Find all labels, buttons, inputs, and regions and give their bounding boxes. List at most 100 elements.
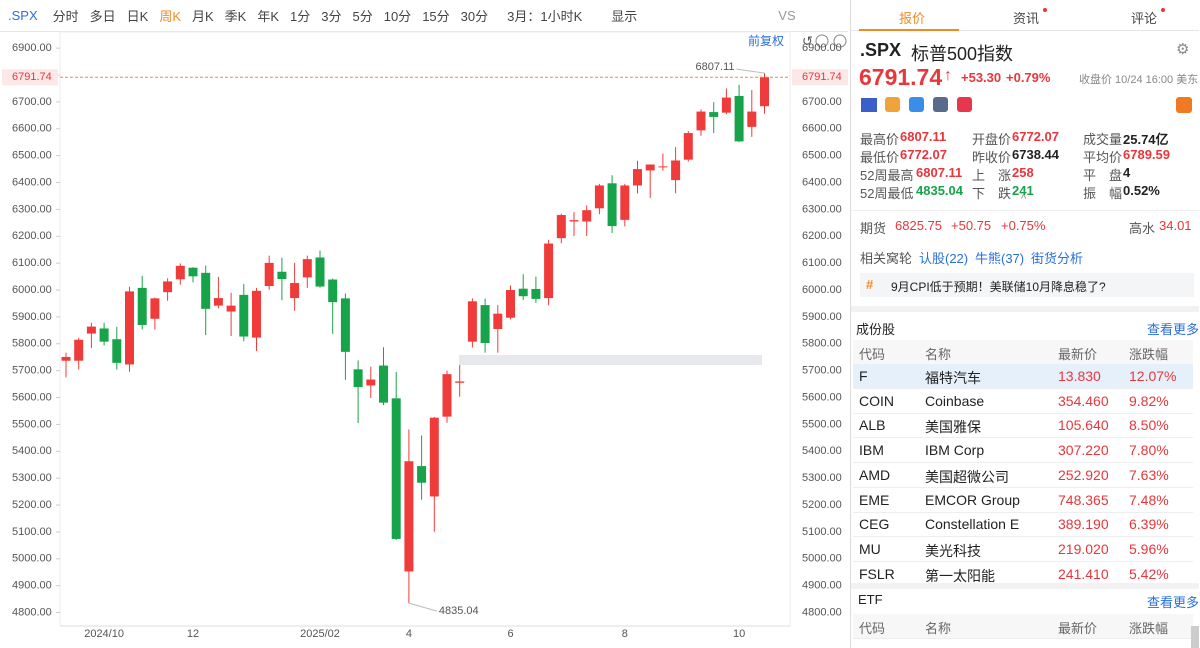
tab[interactable]: 评论 [1131, 8, 1166, 27]
warrant-link[interactable]: 认股(22) [919, 251, 969, 266]
candle-body [315, 257, 325, 287]
candle-body [61, 356, 71, 361]
period-button[interactable]: 季K [224, 9, 247, 24]
table-header: 代码 名称 最新价 涨跌幅 [853, 340, 1193, 365]
more-link[interactable]: 查看更多 [1147, 595, 1200, 610]
expand-icon[interactable]: ^ [1021, 193, 1027, 205]
icon[interactable] [933, 97, 948, 112]
divider [851, 210, 1199, 211]
y2-tick-label: 5300.00 [802, 472, 842, 484]
table-header: 代码 名称 最新价 涨跌幅 [853, 614, 1193, 639]
period-button[interactable]: 5分 [352, 9, 373, 24]
y2-tick-label: 6300.00 [802, 203, 842, 215]
y-tick-label: 5600.00 [12, 391, 52, 403]
stat-value: 6807.11 [900, 129, 947, 144]
reset-icon[interactable]: ↺ [802, 33, 813, 48]
table-row[interactable]: MU 美光科技 219.020 5.96% [853, 537, 1193, 562]
table-row[interactable]: IBM IBM Corp 307.220 7.80% [853, 438, 1193, 464]
stat-value: 241 [1012, 183, 1034, 198]
warrant-link[interactable]: 牛熊(37) [975, 251, 1025, 266]
period-button[interactable]: 30分 [460, 9, 489, 24]
y-tick-label: 5800.00 [12, 338, 52, 350]
table-row[interactable]: CEG Constellation E 389.190 6.39% [853, 512, 1193, 538]
cell: 第一太阳能 [925, 567, 995, 584]
icon[interactable] [957, 97, 972, 112]
icon[interactable] [909, 97, 924, 112]
candle-body [467, 301, 477, 342]
candle-body [493, 313, 503, 329]
candle-body [658, 166, 668, 168]
candle-body [506, 290, 515, 318]
y2-tick-label: 5200.00 [802, 499, 842, 511]
period-button[interactable]: 10分 [383, 9, 412, 24]
table-row[interactable]: COIN Coinbase 354.460 9.82% [853, 389, 1193, 414]
y2-tick-label: 4800.00 [802, 606, 842, 618]
table-row[interactable]: ALB 美国雅保 105.640 8.50% [853, 413, 1193, 439]
settings-icon[interactable]: ⚙ [1176, 41, 1190, 58]
header-cell: 名称 [925, 621, 952, 636]
candle-body [366, 379, 376, 386]
more-link[interactable]: 查看更多 [1147, 322, 1200, 337]
table-row[interactable]: AMD 美国超微公司 252.920 7.63% [853, 463, 1193, 488]
tab[interactable]: 资讯 [1013, 8, 1048, 27]
period-button[interactable]: 年K [257, 9, 280, 24]
low-annotation: 4835.04 [439, 605, 479, 617]
stat-label: 最高价 [860, 132, 900, 147]
cell: 748.365 [1058, 491, 1109, 508]
candle-body [277, 271, 287, 280]
candle-body [404, 461, 414, 572]
zoom-out-icon[interactable] [815, 34, 829, 48]
y-tick-label: 6300.00 [12, 203, 52, 215]
vs-button[interactable]: VS [778, 8, 796, 23]
warrant-link[interactable]: 街货分析 [1031, 251, 1084, 266]
y2-tick-label: 5700.00 [802, 365, 842, 377]
scrollbar[interactable] [1191, 626, 1199, 648]
y-tick-label: 6400.00 [12, 176, 52, 188]
change: +53.30 [961, 70, 1002, 85]
candle-body [379, 365, 388, 403]
table-row[interactable]: F 福特汽车 13.830 12.07% [853, 364, 1193, 389]
y-tick-label: 6700.00 [12, 96, 52, 108]
table-row[interactable]: EME EMCOR Group 748.365 7.48% [853, 488, 1193, 513]
tab[interactable]: 报价 [899, 11, 926, 26]
display-select[interactable]: 显示 [611, 9, 638, 24]
stat-label: 52周最高 [860, 168, 914, 183]
header-cell: 最新价 [1058, 347, 1098, 362]
period-button[interactable]: 15分 [422, 9, 450, 24]
adjust-link[interactable]: 前复权 [748, 33, 784, 48]
period-button[interactable]: 多日 [89, 9, 116, 24]
stat-value: 4 [1123, 165, 1131, 180]
tab-label: 评论 [1131, 11, 1158, 26]
period-button[interactable]: 日K [126, 9, 149, 24]
cell: 美国雅保 [925, 419, 981, 436]
period-button[interactable]: 月K [192, 9, 214, 24]
icon[interactable] [885, 97, 900, 112]
period-button[interactable]: 周K [159, 9, 181, 24]
toolbar: .SPX 分时 多日 日K 周K 月K 季K 年K 1分 3分 5分 10分 15分 30分 3月：1小时… [0, 0, 848, 32]
period-button[interactable]: 1分 [290, 9, 311, 24]
tab-label: 资讯 [1013, 11, 1040, 26]
candle-body [112, 339, 122, 363]
y2-tick-label: 6500.00 [802, 150, 842, 162]
y2-tick-label: 5100.00 [802, 526, 842, 538]
divider [851, 306, 1199, 312]
cell: 13.830 [1058, 368, 1101, 384]
section-title: 成份股 [856, 322, 896, 337]
candle-body [442, 374, 452, 417]
zoom-in-icon[interactable] [833, 34, 847, 48]
period-button[interactable]: 分时 [52, 9, 79, 24]
y2-tick-label: 5800.00 [802, 338, 842, 350]
header-cell: 涨跌幅 [1129, 621, 1169, 636]
y-tick-label: 4900.00 [12, 580, 52, 592]
candle-body [340, 298, 350, 352]
stat-value: 258 [1012, 165, 1034, 180]
y-tick-label: 5100.00 [12, 526, 52, 538]
symbol[interactable]: .SPX [8, 8, 38, 23]
range-select[interactable]: 3月：1小时K [507, 9, 583, 24]
news-box[interactable] [860, 273, 1194, 297]
period-button[interactable]: 3分 [321, 9, 342, 24]
alert-icon[interactable] [1176, 97, 1192, 113]
news-text[interactable]: 9月CPI低于预期！美联储10月降息稳了? [891, 280, 1106, 294]
candle-body [747, 111, 757, 127]
y2-tick-label: 6600.00 [802, 123, 842, 135]
